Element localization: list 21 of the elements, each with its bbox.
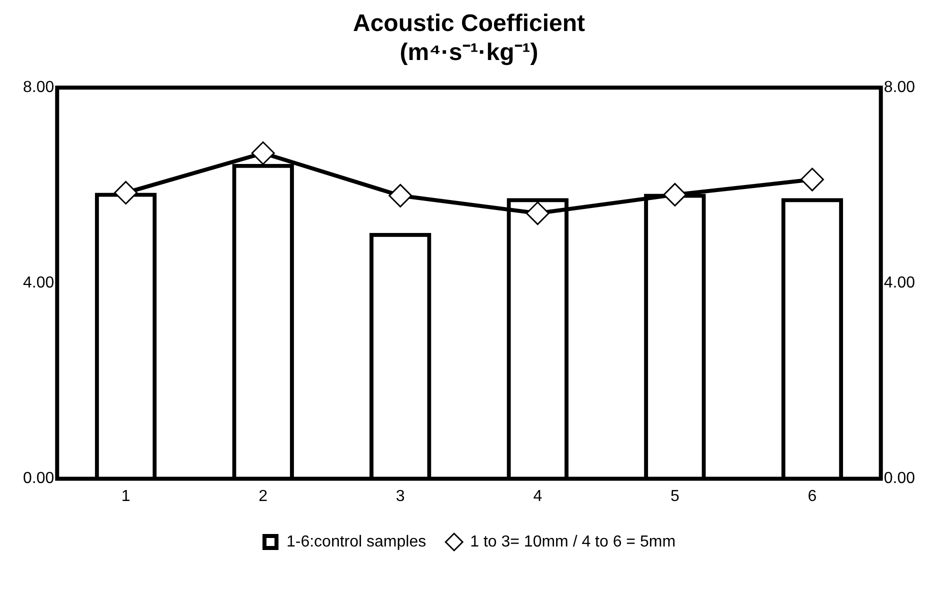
y2-tick-label: 4.00 [884,274,916,292]
y2-tick-label: 0.00 [884,470,916,488]
point [526,202,550,226]
legend-label: 1-6:control samples [286,533,426,550]
x-tick-label: 3 [396,488,405,505]
point [251,141,275,165]
point [388,184,412,208]
x-tick-label: 6 [808,488,817,505]
point [663,182,687,206]
x-tick-label: 2 [258,488,268,505]
y-tick-label: 0.00 [23,470,54,488]
y2-tick-label: 8.00 [884,79,916,96]
point [114,180,138,204]
y-tick-label: 8.00 [23,79,54,96]
point [800,168,824,192]
y-tick-label: 4.00 [23,274,54,292]
chart-title: Acoustic Coefficient (m⁴·s⁻¹·kg⁻¹) [352,10,586,66]
x-tick-label: 1 [121,488,130,505]
legend-label: 1 to 3= 10mm / 4 to 6 = 5mm [470,533,676,550]
x-tick-label: 4 [533,488,542,505]
x-tick-label: 5 [670,488,680,505]
